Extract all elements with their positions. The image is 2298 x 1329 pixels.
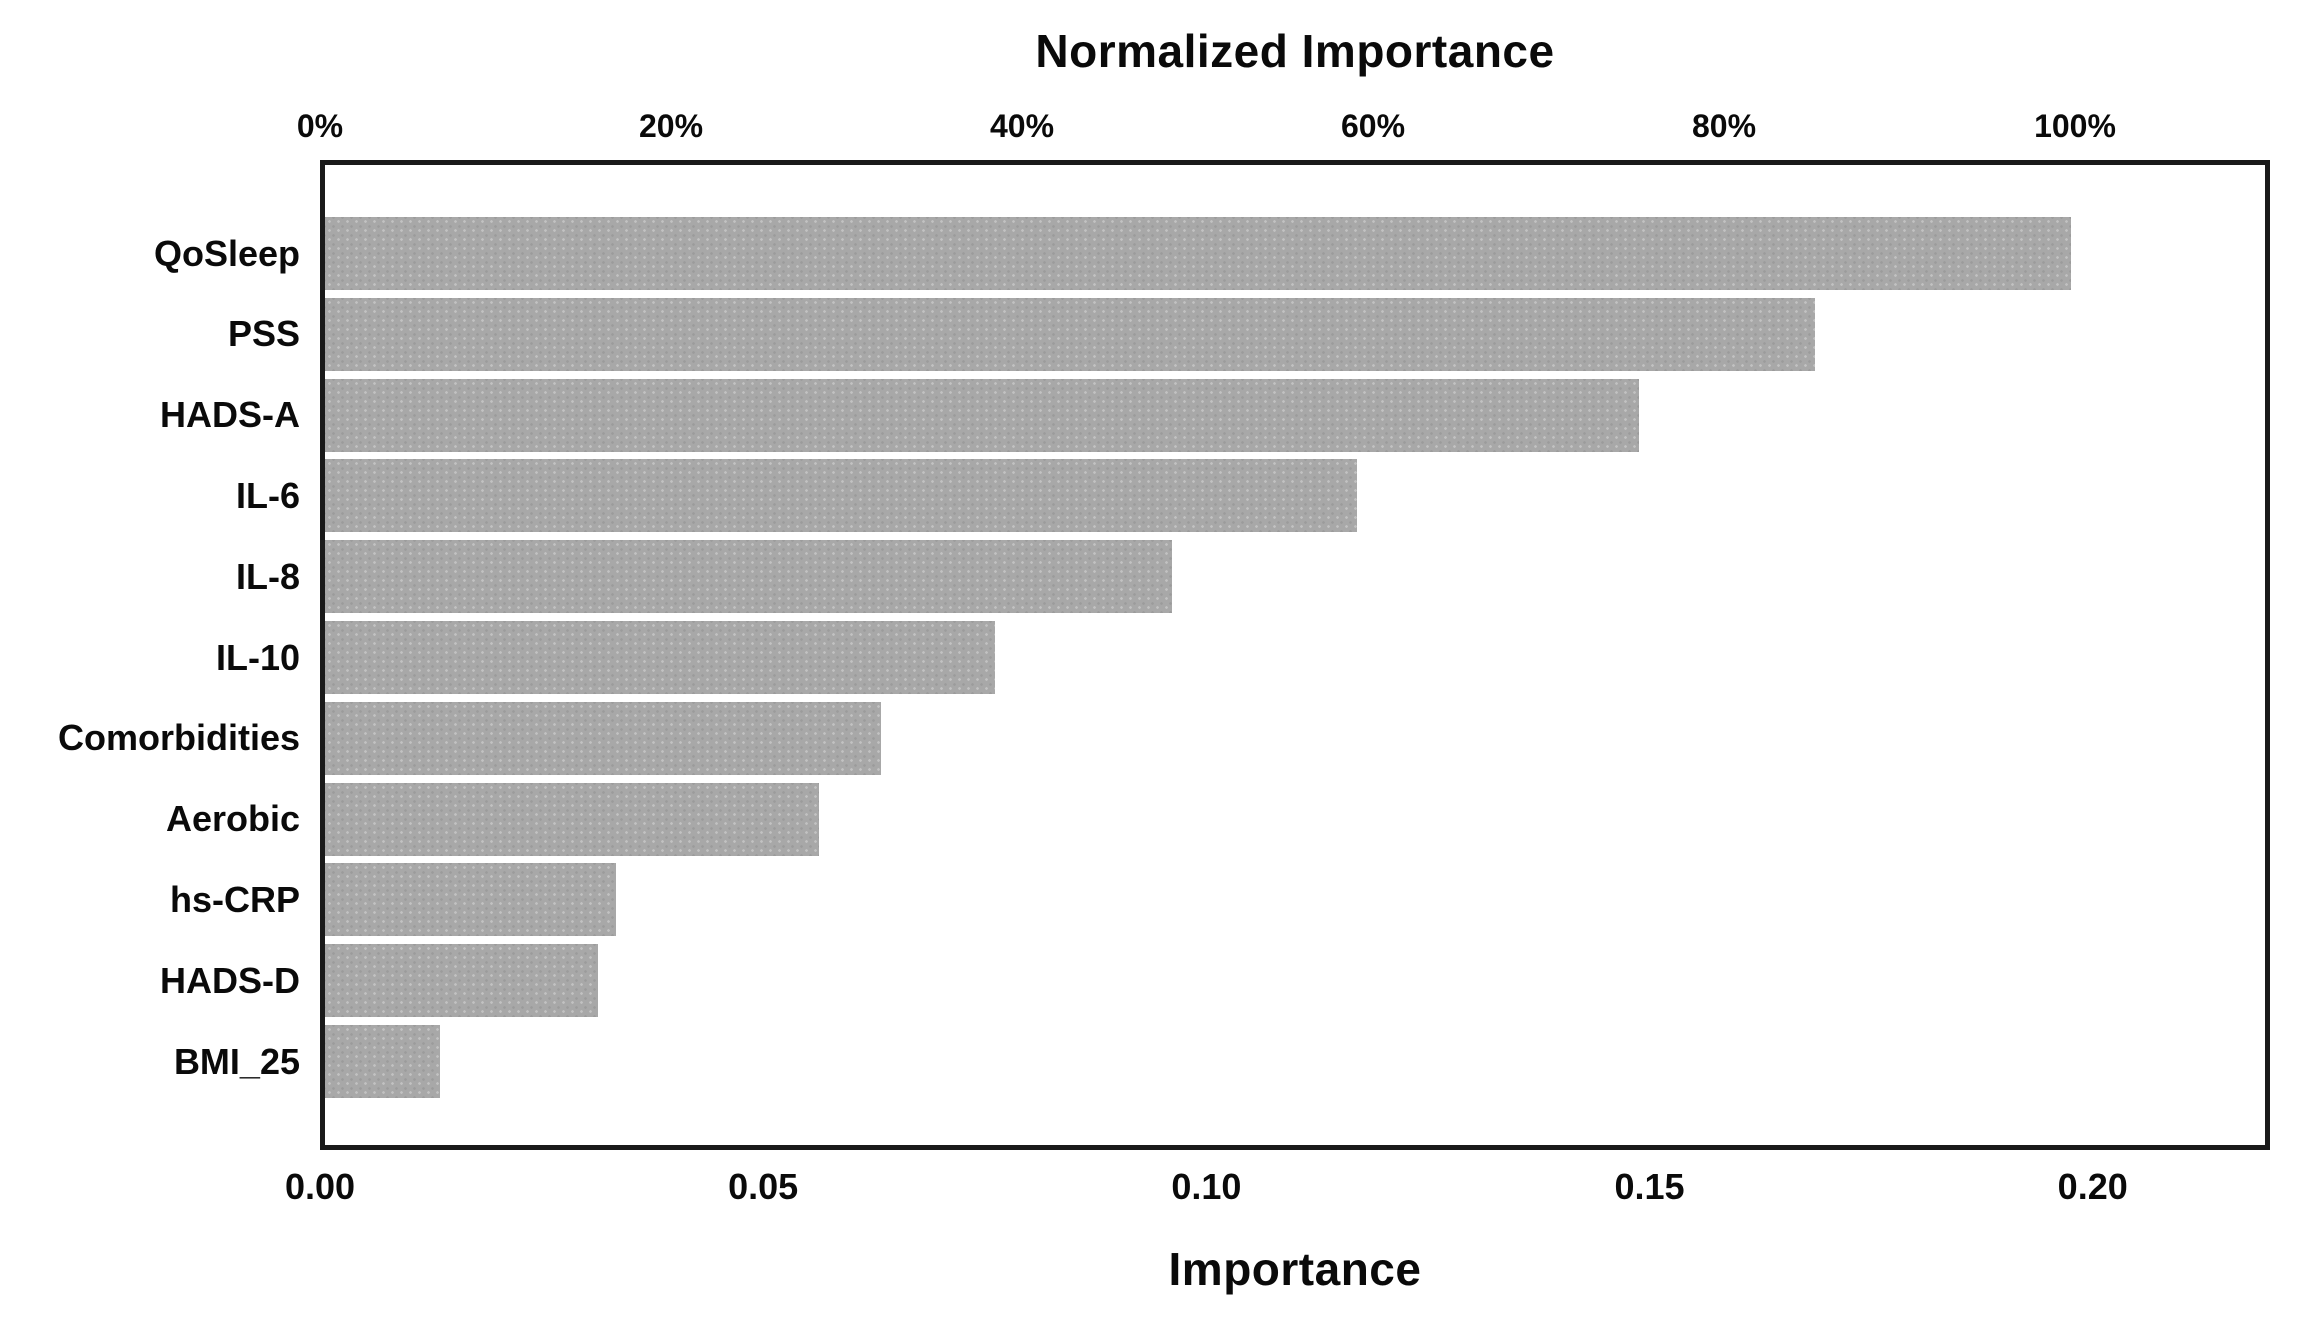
bar <box>325 701 881 775</box>
bar <box>325 782 819 856</box>
top-axis-tick: 20% <box>638 108 704 144</box>
top-axis-tick: 60% <box>1340 108 1406 144</box>
bottom-axis-tick: 0.10 <box>1171 1166 1242 1207</box>
top-axis-tick: 40% <box>989 108 1055 144</box>
plot-area <box>320 160 2270 1150</box>
category-label: HADS-D <box>160 959 300 1001</box>
x-axis-title: Importance <box>1168 1243 1422 1295</box>
bar <box>325 217 2071 290</box>
bar <box>325 378 1639 452</box>
category-label: BMI_25 <box>173 1040 300 1082</box>
category-label: hs-CRP <box>169 878 300 920</box>
bar <box>325 540 1172 614</box>
category-label: IL-8 <box>235 555 300 597</box>
bar <box>325 944 598 1018</box>
top-axis-tick: 100% <box>2034 108 2116 144</box>
bar <box>325 621 995 694</box>
bar <box>325 1025 440 1098</box>
category-label: IL-6 <box>235 474 300 516</box>
category-label: Aerobic <box>165 798 300 840</box>
bottom-axis-tick: 0.20 <box>2057 1166 2128 1207</box>
category-label: QoSleep <box>153 232 300 274</box>
category-label: HADS-A <box>160 394 300 436</box>
category-label: PSS <box>227 313 300 355</box>
bottom-axis-tick: 0.00 <box>284 1166 356 1207</box>
bottom-axis-tick: 0.15 <box>1614 1166 1685 1207</box>
top-axis-tick: 80% <box>1691 108 1757 144</box>
category-label: Comorbidities <box>57 717 300 759</box>
category-label: IL-10 <box>215 636 300 678</box>
bar <box>325 459 1357 533</box>
bar <box>325 863 616 937</box>
bar <box>325 297 1815 371</box>
chart-title: Normalized Importance <box>1035 25 1555 77</box>
top-axis-tick: 0% <box>296 108 344 144</box>
bottom-axis-tick: 0.05 <box>728 1166 799 1207</box>
